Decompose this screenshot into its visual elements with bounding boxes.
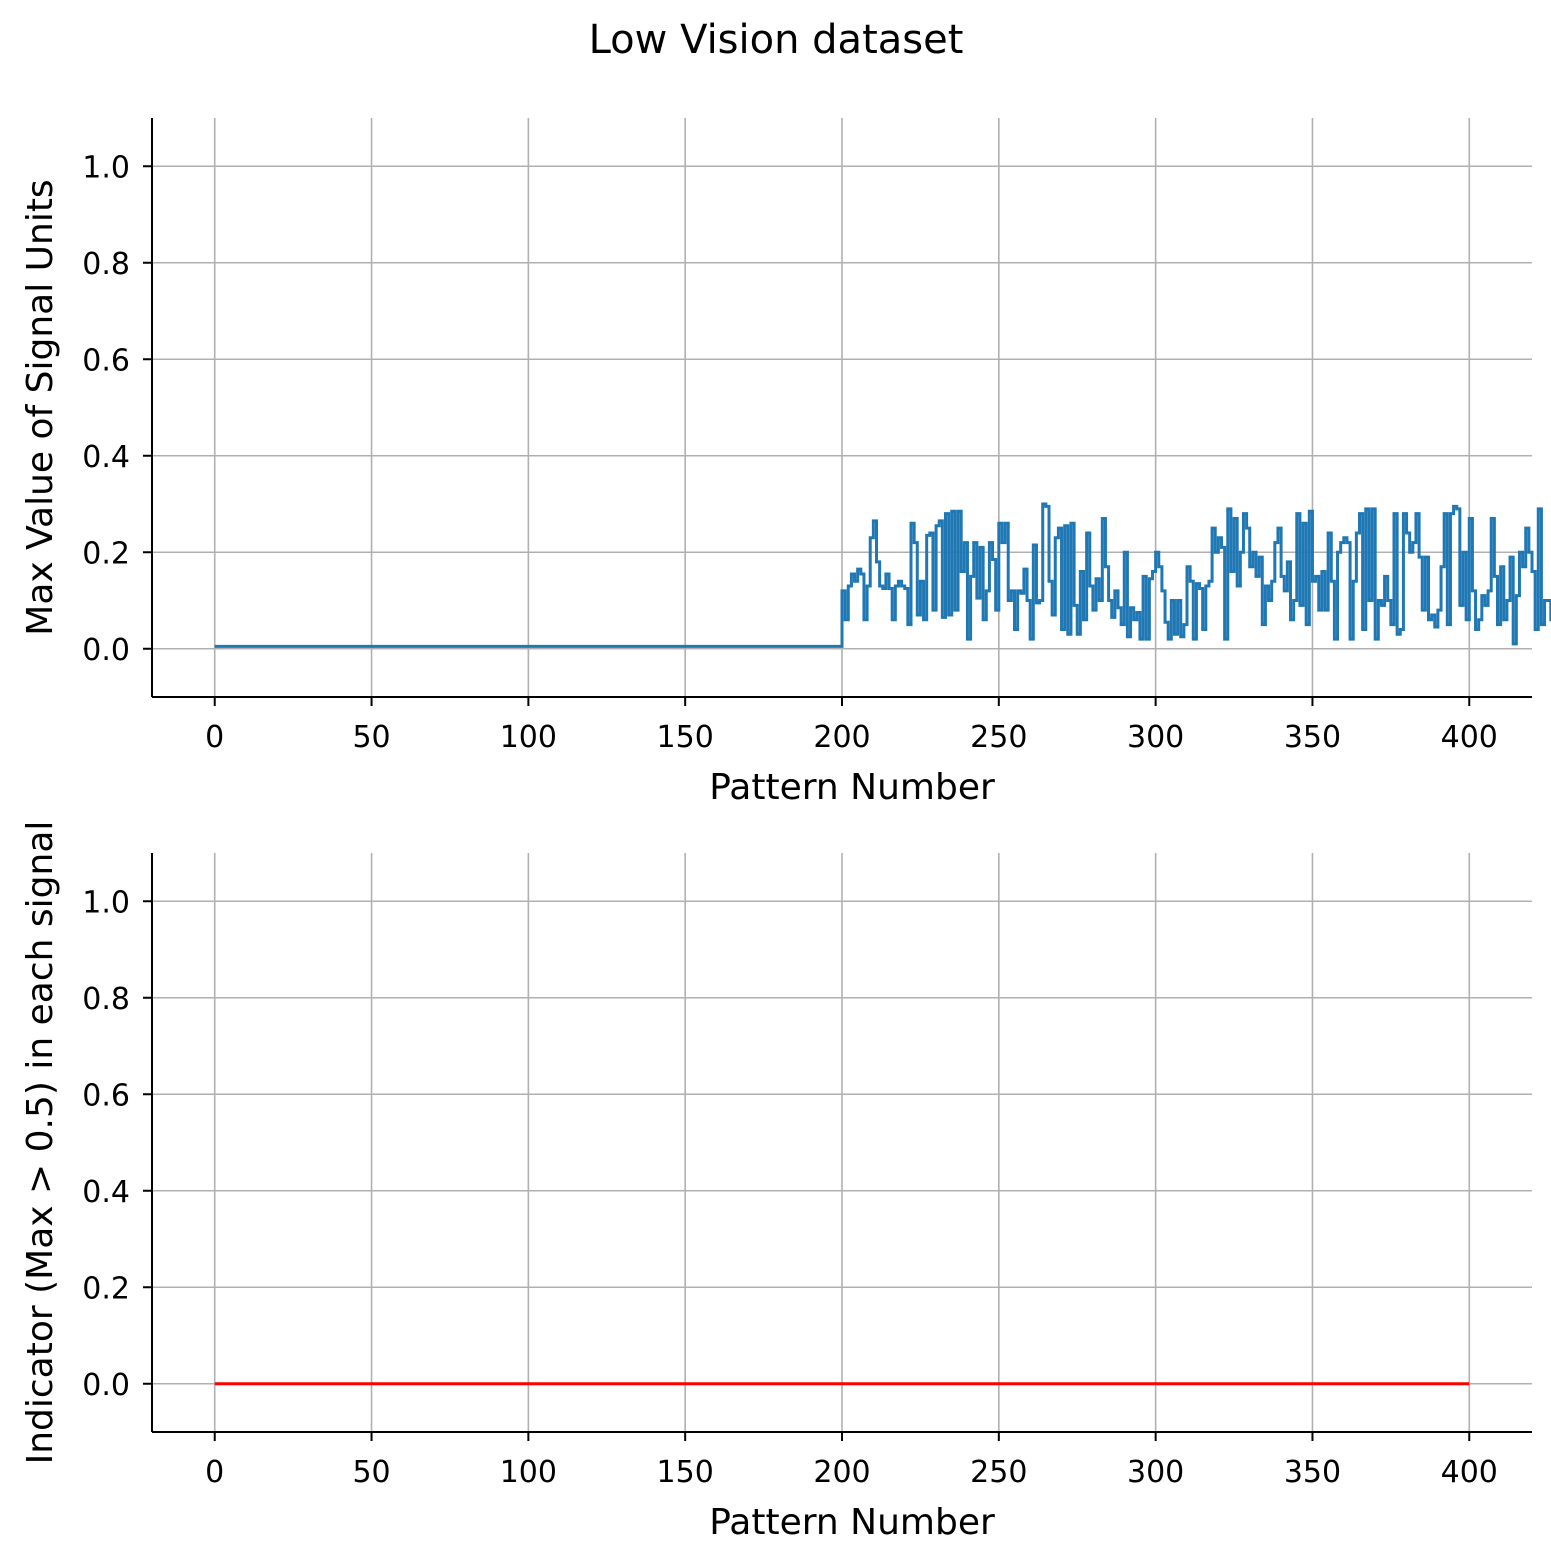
indicator-xtick-label-350: 350: [1284, 1455, 1341, 1490]
signal-max-xlabel: Pattern Number: [709, 767, 995, 808]
signal-max-ytick-label-0.2: 0.2: [82, 536, 130, 571]
signal-max-xtick-label-0: 0: [205, 720, 224, 755]
indicator-xtick-label-300: 300: [1127, 1455, 1184, 1490]
indicator-xtick-label-100: 100: [500, 1455, 557, 1490]
figure-title: Low Vision dataset: [589, 17, 964, 63]
signal-max-ytick-label-0.4: 0.4: [82, 440, 130, 475]
signal-max-xtick-label-150: 150: [657, 720, 714, 755]
indicator-ytick-label-1.0: 1.0: [82, 885, 130, 920]
indicator-ytick-label-0.0: 0.0: [82, 1368, 130, 1403]
indicator-xtick-label-0: 0: [205, 1455, 224, 1490]
indicator-ytick-label-0.2: 0.2: [82, 1271, 130, 1306]
signal-max-xtick-label-400: 400: [1441, 720, 1498, 755]
indicator-xlabel: Pattern Number: [709, 1502, 995, 1543]
indicator-xtick-label-50: 50: [352, 1455, 390, 1490]
signal-max-ylabel: Max Value of Signal Units: [20, 179, 61, 635]
indicator-xtick-label-250: 250: [970, 1455, 1027, 1490]
indicator-ytick-label-0.4: 0.4: [82, 1175, 130, 1210]
indicator-xtick-label-200: 200: [813, 1455, 870, 1490]
indicator-xtick-label-150: 150: [657, 1455, 714, 1490]
signal-max-xtick-label-250: 250: [970, 720, 1027, 755]
signal-max-ticks: 0 50 100 150 200 250 300 350 400 0.0 0.2 0.4 0.6 0.8 1…: [82, 150, 1498, 755]
indicator-ytick-label-0.8: 0.8: [82, 982, 130, 1017]
indicator-ylabel: Indicator (Max > 0.5) in each signal: [20, 821, 61, 1465]
signal-max-grid: [152, 118, 1532, 697]
signal-max-ytick-label-0.6: 0.6: [82, 343, 130, 378]
signal-max-series-line-0: [214, 502, 1551, 648]
indicator-grid: [152, 853, 1532, 1432]
indicator-ytick-label-0.6: 0.6: [82, 1078, 130, 1113]
signal-max-xtick-label-100: 100: [500, 720, 557, 755]
signal-max-xtick-label-300: 300: [1127, 720, 1184, 755]
indicator-ticks: 0 50 100 150 200 250 300 350 400 0.0 0.2 0.4 0.6 0.8 1…: [82, 885, 1498, 1490]
signal-max-series: [214, 502, 1551, 648]
signal-max-ytick-label-0.0: 0.0: [82, 633, 130, 668]
signal-max-ytick-label-0.8: 0.8: [82, 247, 130, 282]
indicator-xtick-label-400: 400: [1441, 1455, 1498, 1490]
signal-max-xtick-label-200: 200: [813, 720, 870, 755]
signal-max-xtick-label-350: 350: [1284, 720, 1341, 755]
indicator-chart: 0 50 100 150 200 250 300 350 400 0.0 0.2 0.4 0.6 0.8 1…: [20, 821, 1532, 1543]
signal-max-ytick-label-1.0: 1.0: [82, 150, 130, 185]
signal-max-chart: 0 50 100 150 200 250 300 350 400 0.0 0.2 0.4 0.6 0.8 1…: [20, 118, 1551, 808]
signal-max-xtick-label-50: 50: [352, 720, 390, 755]
